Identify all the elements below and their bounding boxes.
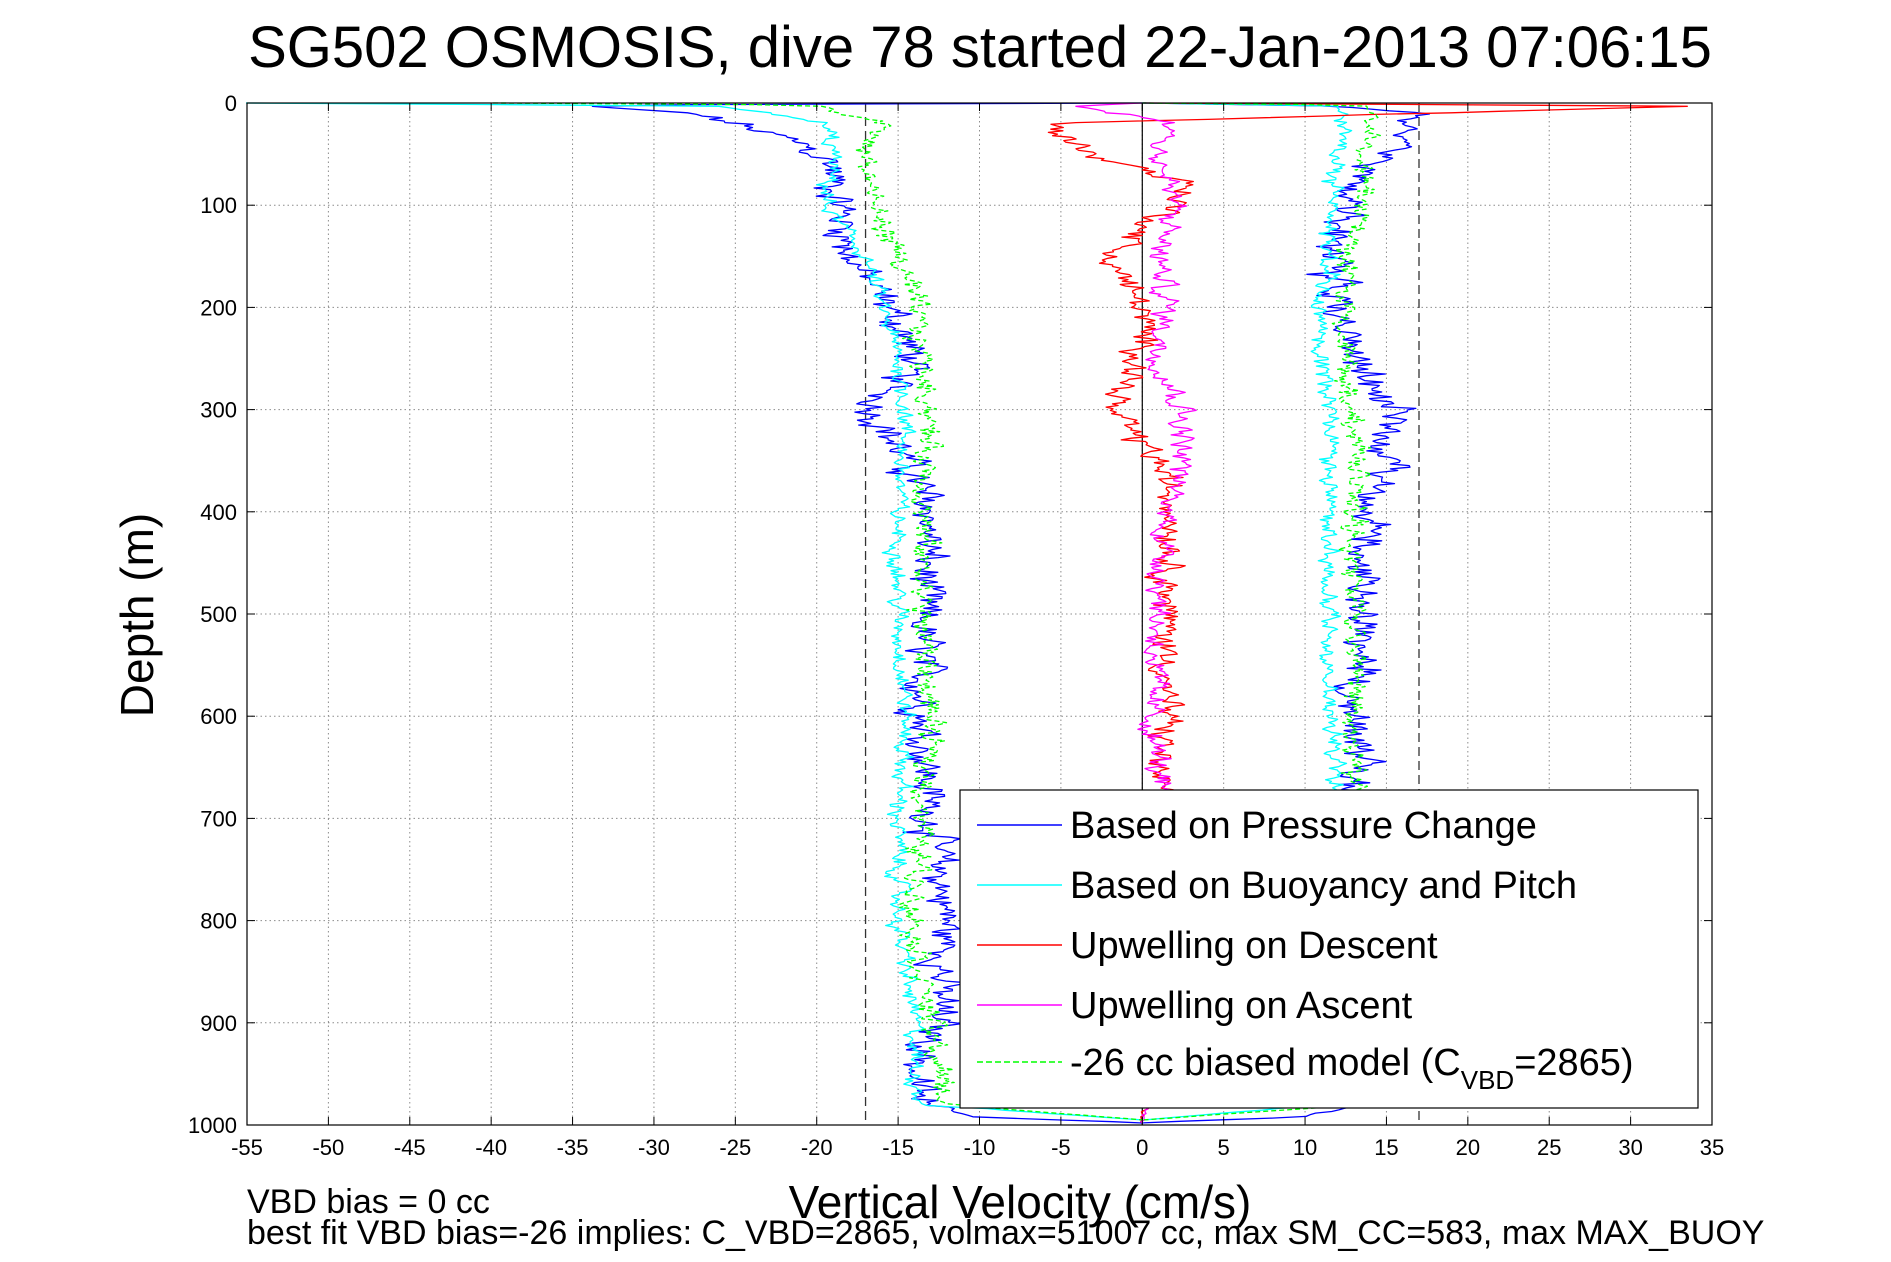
y-axis-label: Depth (m) bbox=[111, 513, 163, 717]
y-tick-label: 1000 bbox=[188, 1113, 237, 1138]
x-tick-label: -5 bbox=[1051, 1135, 1071, 1160]
series-1-branch-1 bbox=[591, 102, 1143, 1124]
x-tick-label: 35 bbox=[1700, 1135, 1724, 1160]
y-tick-label: 500 bbox=[200, 602, 237, 627]
x-tick-label: -50 bbox=[312, 1135, 344, 1160]
legend: Based on Pressure Change Based on Buoyanc… bbox=[959, 789, 1699, 1109]
legend-entries: Based on Pressure Change Based on Buoyanc… bbox=[977, 805, 1634, 1095]
x-axis-ticks: -55 -50 -45 -40 -35 -30 -25 -20 -15 -10 -5 0 5 10 15 20… bbox=[231, 103, 1724, 1160]
note-vbd-bias: VBD bias = 0 cc bbox=[247, 1183, 490, 1221]
x-tick-label: 15 bbox=[1374, 1135, 1398, 1160]
x-tick-label: 10 bbox=[1293, 1135, 1317, 1160]
x-tick-label: -55 bbox=[231, 1135, 263, 1160]
x-tick-label: -45 bbox=[394, 1135, 426, 1160]
x-tick-label: -25 bbox=[719, 1135, 751, 1160]
y-tick-label: 700 bbox=[200, 806, 237, 831]
legend-label-2: Based on Buoyancy and Pitch bbox=[1070, 865, 1577, 907]
x-tick-label: 25 bbox=[1537, 1135, 1561, 1160]
legend-box bbox=[959, 789, 1699, 1109]
y-tick-label: 900 bbox=[200, 1011, 237, 1036]
chart-title: SG502 OSMOSIS, dive 78 started 22-Jan-20… bbox=[248, 15, 1712, 80]
x-axis-label: Vertical Velocity (cm/s) bbox=[789, 1176, 1252, 1228]
y-axis-ticks: 0 100 200 300 400 500 600 700 800 900 1000 bbox=[188, 91, 1712, 1138]
x-tick-label: -10 bbox=[964, 1135, 996, 1160]
y-tick-label: 400 bbox=[200, 500, 237, 525]
legend-label-1: Based on Pressure Change bbox=[1070, 805, 1537, 847]
y-tick-label: 800 bbox=[200, 909, 237, 934]
legend-label-5: -26 cc biased model (CVBD=2865) bbox=[1070, 1042, 1634, 1095]
y-tick-label: 100 bbox=[200, 193, 237, 218]
y-tick-label: 0 bbox=[225, 91, 237, 116]
x-tick-label: 5 bbox=[1218, 1135, 1230, 1160]
x-tick-label: 20 bbox=[1456, 1135, 1480, 1160]
legend-label-4: Upwelling on Ascent bbox=[1070, 985, 1413, 1027]
y-tick-label: 300 bbox=[200, 398, 237, 423]
y-tick-label: 200 bbox=[200, 295, 237, 320]
x-tick-label: -35 bbox=[557, 1135, 589, 1160]
legend-label-3: Upwelling on Descent bbox=[1070, 925, 1438, 967]
y-tick-label: 600 bbox=[200, 704, 237, 729]
x-tick-label: -15 bbox=[882, 1135, 914, 1160]
x-tick-label: 0 bbox=[1136, 1135, 1148, 1160]
series-5-branch-1 bbox=[493, 102, 1143, 1121]
x-tick-label: -20 bbox=[801, 1135, 833, 1160]
x-tick-label: 30 bbox=[1618, 1135, 1642, 1160]
note-best-fit: best fit VBD bias=-26 implies: C_VBD=286… bbox=[247, 1214, 1764, 1252]
x-tick-label: -40 bbox=[475, 1135, 507, 1160]
x-tick-label: -30 bbox=[638, 1135, 670, 1160]
